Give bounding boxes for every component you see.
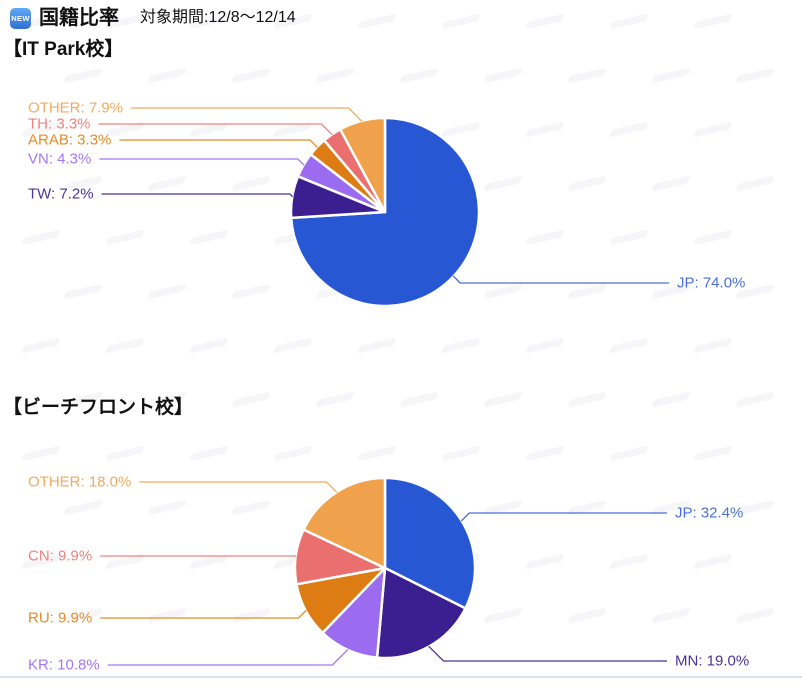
new-badge-icon: NEW <box>10 7 31 29</box>
report-header: NEW 国籍比率 対象期間:12/8～12/14 <box>10 6 296 30</box>
leader-line-ru <box>100 609 307 619</box>
watermark-mark <box>231 391 271 408</box>
slice-label-tw: TW: 7.2% <box>28 186 94 203</box>
leader-line-th <box>98 123 333 136</box>
watermark-mark <box>399 391 439 408</box>
watermark-mark <box>735 391 775 408</box>
slice-label-jp: JP: 74.0% <box>677 275 745 292</box>
leader-line-cn <box>100 555 297 557</box>
slice-label-kr: KR: 10.8% <box>28 657 100 674</box>
slice-label-other: OTHER: 7.9% <box>28 100 123 117</box>
leader-line-vn <box>99 158 305 166</box>
watermark-mark <box>525 13 565 30</box>
slice-label-other: OTHER: 18.0% <box>28 474 131 491</box>
watermark-mark <box>651 391 691 408</box>
watermark-mark <box>357 13 397 30</box>
slice-label-ru: RU: 9.9% <box>28 610 92 627</box>
slice-label-cn: CN: 9.9% <box>28 548 92 565</box>
pie-chart-beachfront: JP: 32.4% MN: 19.0% KR: 10.8% RU: 9.9% CN: 9… <box>28 474 749 674</box>
leader-line-tw <box>101 193 294 198</box>
slice-label-th: TH: 3.3% <box>28 116 91 133</box>
watermark-mark <box>441 13 481 30</box>
report-period-label: 対象期間:12/8～12/14 <box>140 9 296 26</box>
slice-label-mn: MN: 19.0% <box>675 653 749 670</box>
section-title-beachfront: 【ビーチフロント校】 <box>3 397 194 418</box>
leader-line-kr <box>107 649 349 666</box>
report-title: 国籍比率 <box>39 7 119 29</box>
watermark-mark <box>693 13 733 30</box>
slice-label-jp: JP: 32.4% <box>675 505 743 522</box>
leader-line-other <box>131 107 363 122</box>
bottom-divider <box>0 676 802 678</box>
leader-line-mn <box>428 645 667 662</box>
leader-line-jp <box>452 275 669 284</box>
watermark-mark <box>315 391 355 408</box>
watermark-mark <box>609 13 649 30</box>
section-title-it-park: 【IT Park校】 <box>3 39 124 60</box>
watermark-mark <box>483 391 523 408</box>
leader-line-arab <box>119 139 318 148</box>
leader-line-jp <box>460 512 667 522</box>
watermark-mark <box>567 391 607 408</box>
slice-label-arab: ARAB: 3.3% <box>28 132 111 149</box>
leader-line-other <box>139 481 338 493</box>
pie-chart-it-park: JP: 74.0% TW: 7.2% VN: 4.3% ARAB: 3.3%TH: 3… <box>28 100 745 308</box>
slice-label-vn: VN: 4.3% <box>28 151 91 168</box>
